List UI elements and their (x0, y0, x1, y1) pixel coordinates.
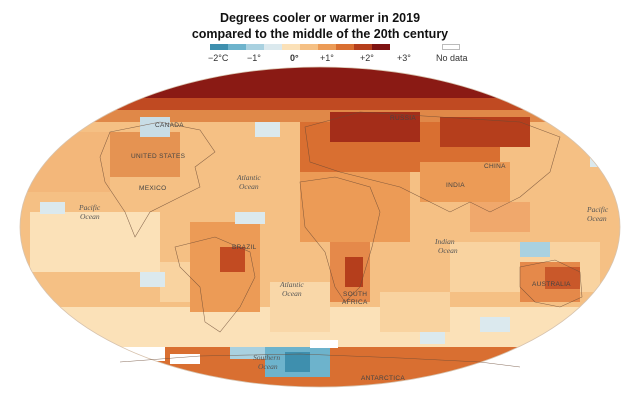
legend-swatch-1 (210, 44, 228, 50)
label-atlantic-south-line1: Atlantic (279, 280, 304, 289)
legend-label-plus-1: +1° (320, 53, 334, 63)
label-mexico: MEXICO (139, 185, 166, 192)
legend-swatch-2 (228, 44, 246, 50)
legend-swatch-5 (282, 44, 300, 50)
world-temperature-map: CANADA UNITED STATES MEXICO BRAZIL RUSSI… (19, 66, 621, 388)
label-pacific-west-line2: Ocean (80, 212, 100, 221)
legend-label-plus-2: +2° (360, 53, 374, 63)
label-canada: CANADA (155, 122, 184, 129)
label-china: CHINA (484, 163, 506, 170)
label-australia: AUSTRALIA (532, 281, 571, 288)
label-south-africa-line1: SOUTH (343, 291, 367, 298)
legend-label-zero: 0° (290, 53, 299, 63)
label-southern-line2: Ocean (258, 362, 278, 371)
title-line-1: Degrees cooler or warmer in 2019 (219, 11, 421, 25)
chart-title: Degrees cooler or warmer in 2019 compare… (0, 10, 640, 42)
legend-swatch-3 (246, 44, 264, 50)
label-southern-line1: Southern (253, 353, 280, 362)
legend-label-plus-3: +3° (397, 53, 411, 63)
legend-label-minus-2: −2°C (208, 53, 229, 63)
legend-swatch-7 (318, 44, 336, 50)
label-antarctica: ANTARCTICA (361, 375, 405, 382)
label-united-states: UNITED STATES (131, 153, 186, 160)
legend-label-minus-1: −1° (247, 53, 261, 63)
label-indian-line2: Ocean (438, 246, 458, 255)
label-atlantic-north-line1: Atlantic (236, 173, 261, 182)
legend-swatch-4 (264, 44, 282, 50)
color-legend: −2°C −1° 0° +1° +2° +3° No data (208, 44, 470, 70)
label-pacific-east-line2: Ocean (587, 214, 607, 223)
label-pacific-east-line1: Pacific (586, 205, 609, 214)
label-pacific-west-line1: Pacific (78, 203, 101, 212)
legend-swatch-10 (372, 44, 390, 50)
label-india: INDIA (446, 182, 465, 189)
legend-swatch-9 (354, 44, 372, 50)
legend-nodata-swatch (442, 44, 460, 50)
legend-swatch-6 (300, 44, 318, 50)
label-atlantic-south-line2: Ocean (282, 289, 302, 298)
title-line-2: compared to the middle of the 20th centu… (191, 27, 449, 41)
legend-scale (210, 44, 390, 50)
label-atlantic-north-line2: Ocean (239, 182, 259, 191)
label-south-africa-line2: AFRICA (342, 299, 368, 306)
legend-label-nodata: No data (436, 53, 468, 63)
label-indian-line1: Indian (434, 237, 455, 246)
label-russia: RUSSIA (390, 115, 416, 122)
label-brazil: BRAZIL (232, 244, 257, 251)
legend-swatch-8 (336, 44, 354, 50)
